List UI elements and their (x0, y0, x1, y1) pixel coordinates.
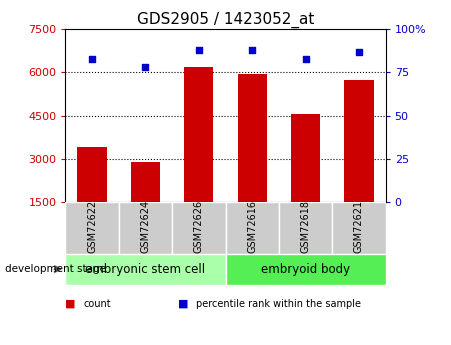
Bar (65, 202, 119, 254)
Text: ■: ■ (65, 299, 76, 308)
Bar (78, 147, 107, 202)
Point (302, 56, 309, 61)
Text: development stage: development stage (5, 264, 106, 274)
Bar (291, 114, 320, 202)
Point (88, 56, 96, 61)
Title: GDS2905 / 1423052_at: GDS2905 / 1423052_at (137, 12, 314, 28)
Text: embryoid body: embryoid body (261, 263, 350, 276)
Text: GSM72616: GSM72616 (247, 200, 257, 253)
Bar (65, 254, 226, 285)
Bar (226, 202, 279, 254)
Text: embryonic stem cell: embryonic stem cell (85, 263, 206, 276)
Bar (238, 74, 267, 202)
Point (355, 49, 363, 55)
Bar (332, 202, 386, 254)
Text: percentile rank within the sample: percentile rank within the sample (196, 299, 361, 308)
Bar (119, 202, 172, 254)
Text: count: count (83, 299, 111, 308)
Bar (184, 67, 213, 202)
Bar (344, 80, 373, 202)
Bar (131, 161, 160, 202)
Point (195, 47, 202, 53)
Text: GSM72618: GSM72618 (300, 200, 311, 253)
Text: GSM72622: GSM72622 (87, 200, 97, 253)
Text: GSM72621: GSM72621 (354, 200, 364, 253)
Point (142, 65, 149, 70)
Bar (172, 202, 226, 254)
Text: ■: ■ (178, 299, 189, 308)
Bar (226, 254, 386, 285)
Text: GSM72624: GSM72624 (140, 200, 151, 253)
Bar (279, 202, 332, 254)
Point (249, 47, 256, 53)
Text: GSM72626: GSM72626 (194, 200, 204, 253)
